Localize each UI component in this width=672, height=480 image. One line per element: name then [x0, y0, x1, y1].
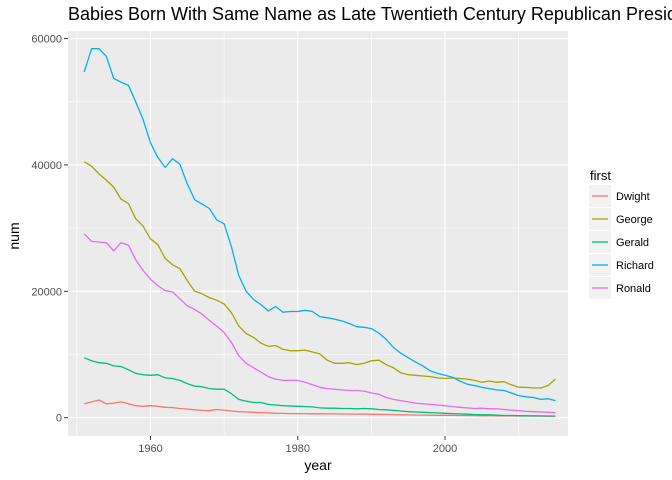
y-tick-label: 40000 [31, 160, 62, 172]
series-line-richard [83, 48, 556, 402]
series-line-dwight [84, 399, 556, 417]
x-axis-title: year [304, 457, 332, 473]
plot-panel [68, 31, 568, 436]
series-line-gerald [83, 357, 556, 417]
y-tick-label: 20000 [31, 286, 62, 298]
legend: first Dwight George Gerald Richard Ronald [589, 168, 654, 299]
y-tick-label: 60000 [31, 34, 62, 46]
x-axis: 1960 1980 2000 [138, 436, 457, 455]
y-axis: 0 20000 40000 60000 [31, 34, 68, 425]
y-axis-title: num [6, 222, 22, 249]
series-line-ronald [83, 233, 556, 414]
chart-title: Babies Born With Same Name as Late Twent… [68, 4, 672, 24]
legend-items: Dwight George Gerald Richard Ronald [589, 185, 654, 299]
legend-label-dwight: Dwight [616, 191, 650, 203]
legend-label-gerald: Gerald [616, 237, 649, 249]
legend-label-george: George [616, 214, 653, 226]
grid-major [68, 31, 568, 436]
grid-minor [68, 31, 568, 436]
legend-label-richard: Richard [616, 260, 654, 272]
legend-label-ronald: Ronald [616, 283, 651, 295]
x-tick-label: 1980 [286, 443, 310, 455]
series-lines [83, 48, 556, 417]
y-tick-label: 0 [56, 413, 62, 425]
legend-title: first [590, 168, 611, 183]
series-line-george [83, 161, 556, 389]
x-tick-label: 2000 [433, 443, 457, 455]
x-tick-label: 1960 [138, 443, 162, 455]
